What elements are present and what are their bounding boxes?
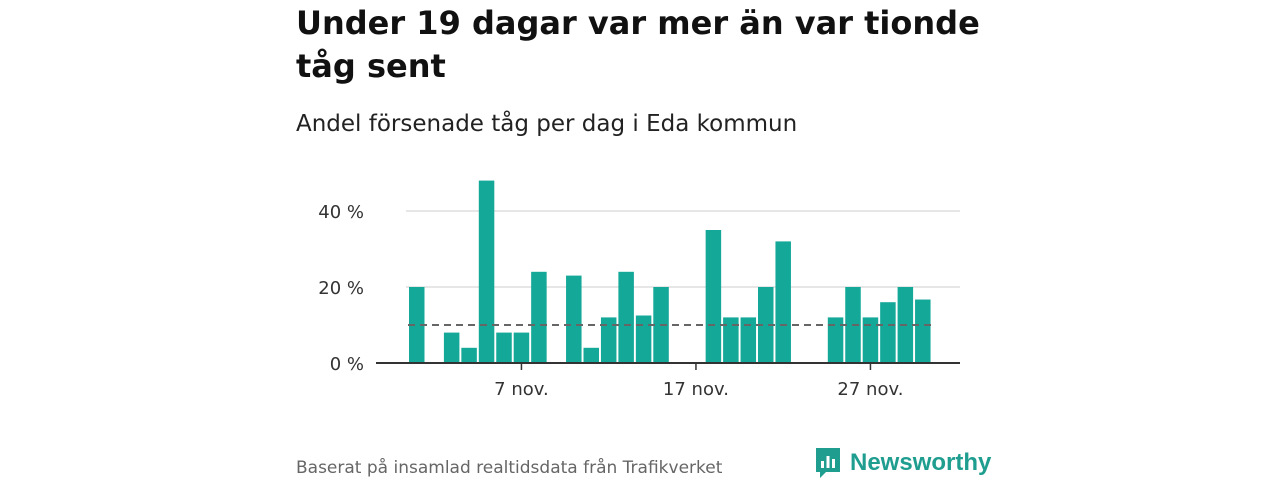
bar-27-nov [862, 317, 879, 363]
bar-22-nov [775, 241, 791, 363]
source-note: Baserat på insamlad realtidsdata från Tr… [296, 458, 723, 478]
y-tick-label: 0 % [330, 354, 364, 375]
bar-7-nov [513, 332, 530, 363]
bar-18-nov [705, 230, 722, 363]
axes: 0 % 20 % 40 % 7 nov. 17 nov. 27 nov. [318, 202, 960, 400]
chart-subtitle: Andel försenade tåg per dag i Eda kommun [296, 111, 798, 137]
gridlines [406, 210, 960, 288]
bar-11-nov [583, 347, 599, 363]
bar-8-nov [531, 271, 547, 363]
chart-card: Under 19 dagar var mer än var tionde tåg… [296, 0, 991, 480]
bar-14-nov [635, 315, 652, 363]
newsworthy-logo-icon [816, 448, 840, 478]
bar-13-nov [618, 271, 634, 363]
newsworthy-logo: Newsworthy [814, 446, 991, 480]
bars [409, 180, 931, 363]
x-tick-label: 17 nov. [663, 379, 729, 400]
bar-1-nov [409, 287, 425, 363]
bar-21-nov [758, 287, 774, 363]
bar-4-nov [461, 347, 477, 363]
bar-30-nov [915, 299, 931, 363]
x-tick-label: 7 nov. [494, 379, 549, 400]
bar-19-nov [723, 317, 739, 363]
brand-name: Newsworthy [850, 449, 992, 476]
y-tick-label: 40 % [318, 202, 364, 223]
bar-12-nov [600, 317, 617, 363]
chart-title: Under 19 dagar var mer än var tionde tåg… [296, 4, 980, 85]
bar-3-nov [443, 332, 460, 363]
bar-10-nov [566, 275, 582, 363]
bar-28-nov [880, 302, 896, 363]
bar-25-nov [827, 317, 844, 363]
bar-20-nov [740, 317, 757, 363]
bar-5-nov [478, 180, 495, 363]
bar-6-nov [496, 332, 512, 363]
x-tick-label: 27 nov. [837, 379, 903, 400]
y-tick-label: 20 % [318, 278, 364, 299]
bar-chart: 0 % 20 % 40 % 7 nov. 17 nov. 27 nov. [318, 180, 960, 400]
